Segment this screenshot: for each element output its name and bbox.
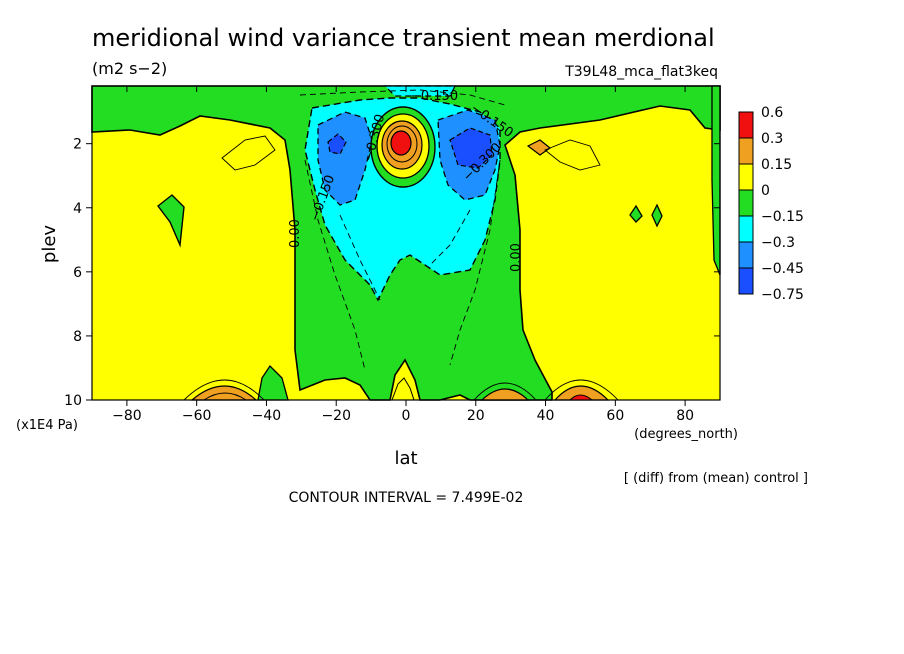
y-tick-label: 4 [73, 201, 82, 217]
x-axis-label: lat [394, 448, 417, 469]
legend-label: −0.15 [761, 209, 804, 225]
legend-swatch [738, 267, 754, 295]
x-axis-units: (degrees_north) [634, 427, 738, 442]
cyan-top-strip [383, 85, 456, 97]
diff-note: [ (diff) from (mean) control ] [624, 471, 808, 486]
experiment-label: T39L48_mca_flat3keq [564, 64, 718, 80]
green-patch-east-1 [629, 204, 643, 223]
legend-label: 0.3 [761, 131, 783, 147]
contour-label: −0.150 [410, 89, 458, 104]
legend-swatch [738, 189, 754, 217]
x-tick-label: 80 [676, 408, 694, 424]
darkblue-core-west [327, 133, 347, 155]
blue-region-west [317, 111, 373, 206]
plot-area: 0.00 −0.150 −0.300 −0.150 −0.150 −0.300 … [91, 85, 721, 401]
green-patch-east-2 [651, 203, 663, 228]
x-tick-label: −20 [321, 408, 351, 424]
color-legend: 0.6 0.3 0.15 0 −0.15 −0.3 −0.45 −0.75 [738, 105, 804, 303]
legend-swatch [738, 137, 754, 165]
contour-label: 0.00 [509, 243, 524, 272]
legend-label: −0.75 [761, 287, 804, 303]
contour-loop-east [544, 139, 601, 171]
bottom-maximum-east [544, 379, 619, 401]
legend-label: 0.15 [761, 157, 792, 173]
legend-label: −0.3 [761, 235, 795, 251]
legend-label: 0 [761, 183, 770, 199]
x-tick-label: −40 [252, 408, 282, 424]
y-axis-label: plev [39, 225, 60, 264]
y-axis: 2 4 6 8 10 [64, 137, 720, 409]
x-tick-label: 20 [467, 408, 485, 424]
darkblue-core-east [449, 127, 493, 169]
positive-maximum [370, 106, 436, 188]
legend-swatch [738, 163, 754, 191]
y-tick-label: 2 [73, 137, 82, 153]
y-tick-label: 10 [64, 393, 82, 409]
y-axis-units: (x1E4 Pa) [16, 418, 78, 433]
dashed-contours [299, 89, 506, 371]
units-label: (m2 s−2) [92, 59, 167, 78]
x-tick-label: −60 [182, 408, 212, 424]
green-patch-west [157, 194, 185, 248]
legend-label: 0.6 [761, 105, 783, 121]
x-tick-label: 0 [402, 408, 411, 424]
legend-swatch [738, 111, 754, 139]
chart-title: meridional wind variance transient mean … [92, 24, 715, 52]
contour-interval-label: CONTOUR INTERVAL = 7.499E-02 [289, 490, 524, 506]
legend-swatch [738, 215, 754, 243]
x-tick-label: 40 [537, 408, 555, 424]
y-tick-label: 8 [73, 329, 82, 345]
contour-loop-west [221, 135, 276, 171]
x-axis: −80 −60 −40 −20 0 20 40 60 80 [112, 86, 694, 424]
green-patch-east-edge [711, 85, 721, 276]
x-tick-label: 60 [606, 408, 624, 424]
legend-label: −0.45 [761, 261, 804, 277]
contour-label: 0.00 [288, 219, 303, 248]
legend-swatch [738, 241, 754, 269]
y-tick-label: 6 [73, 265, 82, 281]
x-tick-label: −80 [112, 408, 142, 424]
